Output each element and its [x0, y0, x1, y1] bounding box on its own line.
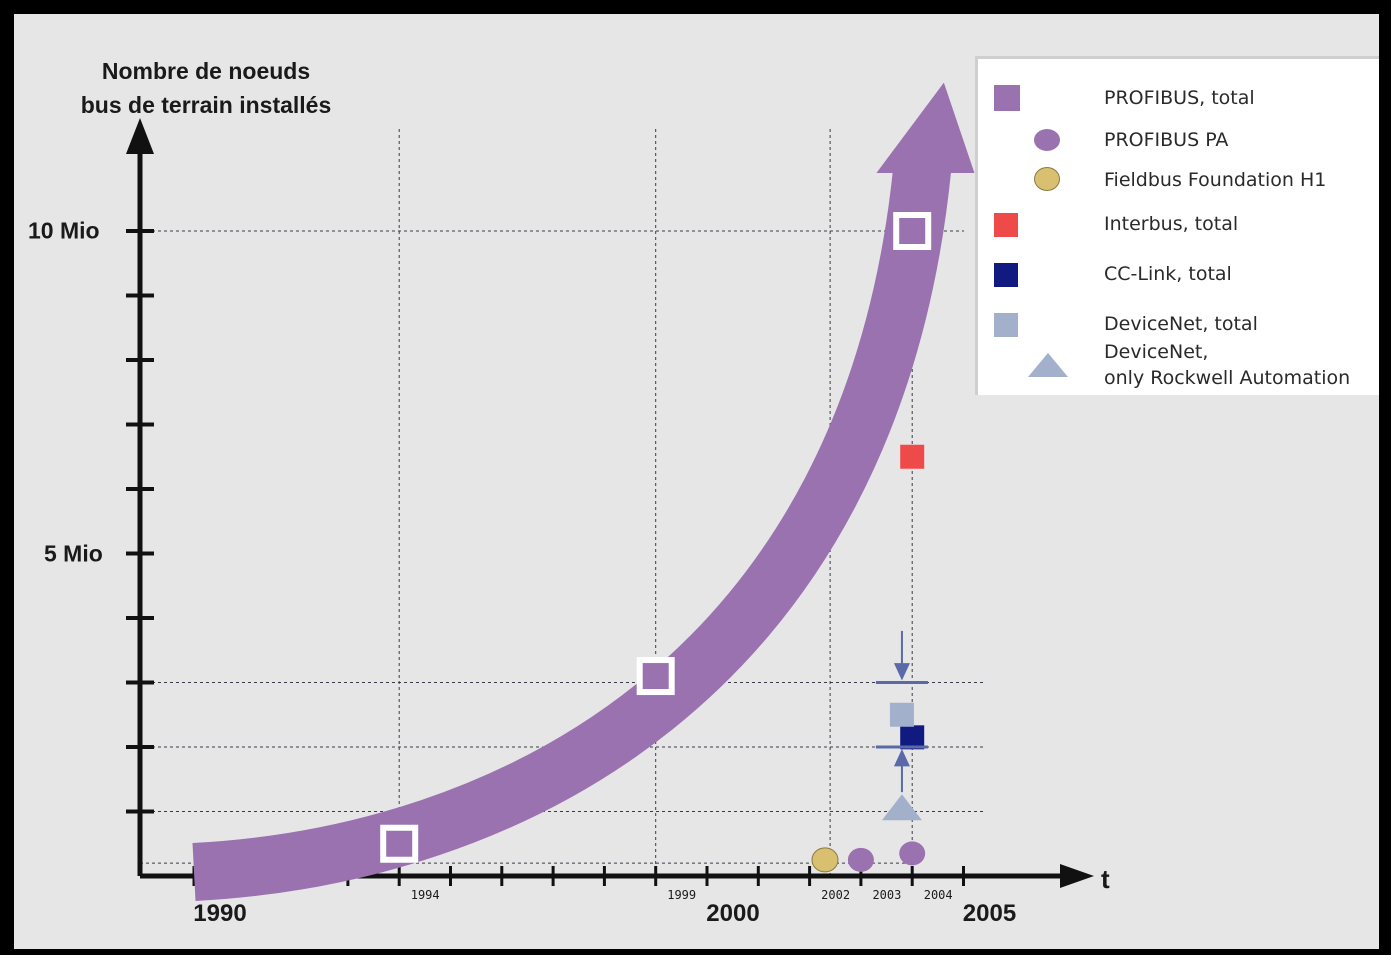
legend-square-marker: [994, 85, 1020, 111]
y-axis-label-line-2: bus de terrain installés: [80, 92, 332, 118]
legend-square-marker: [994, 213, 1018, 237]
legend-label-line-2: only Rockwell Automation: [1104, 367, 1351, 389]
x-tick-label-1990: 1990: [193, 900, 247, 927]
marker-profibus-total: [380, 824, 419, 863]
profibus-trend-arrowhead: [876, 82, 975, 173]
x-minor-label-2003: 2003: [872, 888, 902, 902]
x-minor-label-1999: 1999: [667, 888, 697, 902]
marker-profibus-pa: [847, 847, 874, 872]
x-axis-arrow: [1060, 864, 1094, 888]
legend-label: Fieldbus Foundation H1: [1104, 169, 1327, 191]
marker-devicenet-total: [889, 702, 914, 727]
legend-circle-marker: [1034, 167, 1060, 191]
x-axis-symbol: t: [1101, 864, 1110, 894]
x-minor-label-2002: 2002: [821, 888, 851, 902]
x-minor-label-1994: 1994: [410, 888, 440, 902]
legend-label: DeviceNet, total: [1104, 313, 1258, 335]
legend-label: PROFIBUS PA: [1104, 129, 1229, 151]
legend-square-marker: [994, 313, 1018, 337]
chart-frame: Nombre de noeuds bus de terrain installé…: [14, 14, 1379, 949]
legend-label: Interbus, total: [1104, 213, 1239, 235]
marker-fieldbus-foundation-h1: [811, 847, 839, 873]
chart-canvas: [126, 82, 1094, 901]
y-tick-label-10mio: 10 Mio: [28, 217, 100, 244]
y-axis-label-line-1: Nombre de noeuds: [101, 58, 311, 84]
marker-cc-link-total: [900, 725, 925, 750]
legend-circle-marker: [1034, 129, 1060, 151]
legend-label: DeviceNet,: [1104, 341, 1209, 363]
y-axis-arrow: [126, 118, 154, 154]
y-tick-label-5mio: 5 Mio: [44, 540, 103, 566]
legend-square-marker: [994, 263, 1018, 287]
devicenet-lower-arrow-head: [893, 749, 910, 767]
x-minor-label-2004: 2004: [923, 888, 953, 902]
legend-label: CC-Link, total: [1104, 263, 1232, 285]
marker-profibus-pa: [899, 841, 926, 866]
marker-devicenet-only-rockwell-automation: [881, 794, 922, 821]
marker-profibus-total: [636, 657, 675, 696]
legend-triangle-marker: [1028, 353, 1068, 377]
x-tick-label-2000: 2000: [706, 900, 760, 927]
marker-profibus-total: [893, 212, 932, 250]
marker-interbus-total: [900, 444, 925, 469]
profibus-trend-band: [192, 163, 952, 901]
x-tick-label-2005: 2005: [962, 900, 1017, 927]
devicenet-upper-arrow-head: [893, 663, 910, 681]
legend-label: PROFIBUS, total: [1104, 87, 1255, 109]
y-axis-label: Nombre de noeuds bus de terrain installé…: [36, 54, 376, 122]
legend: PROFIBUS, total PROFIBUS PA Fieldbus Fou…: [975, 56, 1379, 395]
